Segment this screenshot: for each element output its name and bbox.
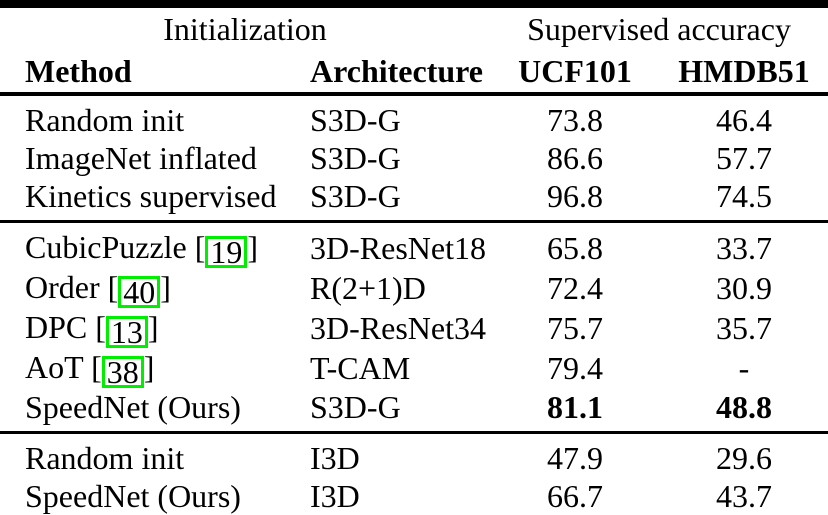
table-row: Random init S3D-G 73.8 46.4 [0,94,828,139]
table-header: Initialization Supervised accuracy Metho… [0,8,828,94]
header-group-initialization: Initialization [163,11,327,47]
column-header-method: Method [25,53,132,89]
hmdb51-value-cell: 46.4 [716,102,772,138]
method-cell: Random init [0,94,285,139]
method-cell: Kinetics supervised [0,177,285,222]
header-group-row: Initialization Supervised accuracy [0,8,828,50]
column-header-hmdb51: HMDB51 [678,53,810,89]
citation-bracket-open: [ [95,309,106,345]
architecture-cell: T-CAM [310,350,411,386]
method-cell: SpeedNet (Ours) [0,477,285,515]
architecture-cell: I3D [310,440,360,476]
table-section: Random init S3D-G 73.8 46.4 ImageNet inflate… [0,94,828,222]
ucf101-value-cell: 73.8 [547,102,603,138]
architecture-cell: 3D-ResNet18 [310,230,486,266]
hmdb51-value-cell: 30.9 [716,270,772,306]
citation-link[interactable]: 38 [101,356,144,388]
table-section: Random init I3D 47.9 29.6 SpeedNet (Ours) I3D… [0,433,828,515]
table-row: CubicPuzzle [19] 3D-ResNet18 65.8 33.7 [0,222,828,268]
table-row: DPC [13] 3D-ResNet34 75.7 35.7 [0,308,828,348]
ucf101-value-cell: 47.9 [547,440,603,476]
hmdb51-value-cell: 48.8 [716,389,772,425]
column-header-ucf101: UCF101 [518,53,632,89]
architecture-cell: I3D [310,478,360,514]
architecture-cell: S3D-G [310,102,401,138]
header-group-supervised-accuracy: Supervised accuracy [527,11,791,47]
table-row: SpeedNet (Ours) S3D-G 81.1 48.8 [0,388,828,433]
table-row: Kinetics supervised S3D-G 96.8 74.5 [0,177,828,222]
method-label: Random init [25,440,185,476]
architecture-cell: R(2+1)D [310,270,426,306]
header-columns-row: Method Architecture UCF101 HMDB51 [0,50,828,94]
table-section: CubicPuzzle [19] 3D-ResNet18 65.8 33.7 Order… [0,222,828,433]
table-row: SpeedNet (Ours) I3D 66.7 43.7 [0,477,828,515]
hmdb51-value-cell: 29.6 [716,440,772,476]
hmdb51-value-cell: - [738,350,750,386]
architecture-cell: S3D-G [310,140,401,176]
method-cell: CubicPuzzle [19] [0,222,285,268]
ucf101-value-cell: 75.7 [547,310,603,346]
method-label: AoT [25,349,84,385]
ucf101-value-cell: 79.4 [547,350,603,386]
ucf101-value-cell: 66.7 [547,478,603,514]
citation-bracket-open: [ [107,269,119,305]
citation-bracket-open: [ [194,229,206,265]
method-label: SpeedNet (Ours) [25,389,241,425]
method-cell: Random init [0,433,285,478]
method-label: Random init [25,102,185,138]
table-row: AoT [38] T-CAM 79.4 - [0,348,828,388]
citation-bracket-close: ] [147,309,159,345]
architecture-cell: S3D-G [310,389,401,425]
method-label: Kinetics supervised [25,178,277,214]
citation-link[interactable]: 19 [205,236,248,268]
hmdb51-value-cell: 35.7 [716,310,772,346]
method-label: ImageNet inflated [25,140,257,176]
ucf101-value-cell: 86.6 [547,140,603,176]
table-row: ImageNet inflated S3D-G 86.6 57.7 [0,139,828,177]
method-label: CubicPuzzle [25,229,187,265]
ucf101-value-cell: 72.4 [547,270,603,306]
ucf101-value-cell: 81.1 [547,389,603,425]
citation-bracket-close: ] [247,229,259,265]
ucf101-value-cell: 65.8 [547,230,603,266]
architecture-cell: S3D-G [310,178,401,214]
hmdb51-value-cell: 33.7 [716,230,772,266]
results-table: Initialization Supervised accuracy Metho… [0,8,828,515]
column-header-architecture: Architecture [310,53,483,89]
architecture-cell: 3D-ResNet34 [310,310,486,346]
ucf101-value-cell: 96.8 [547,178,603,214]
method-label: SpeedNet (Ours) [25,478,241,514]
table-row: Random init I3D 47.9 29.6 [0,433,828,478]
method-cell: SpeedNet (Ours) [0,388,285,433]
method-cell: ImageNet inflated [0,139,285,177]
citation-link[interactable]: 13 [105,316,148,348]
hmdb51-value-cell: 43.7 [716,478,772,514]
hmdb51-value-cell: 57.7 [716,140,772,176]
method-cell: DPC [13] [0,308,285,348]
method-cell: AoT [38] [0,348,285,388]
method-label: Order [25,269,100,305]
citation-bracket-open: [ [91,349,102,385]
method-cell: Order [40] [0,268,285,308]
citation-bracket-close: ] [143,349,155,385]
table-row: Order [40] R(2+1)D 72.4 30.9 [0,268,828,308]
citation-bracket-close: ] [160,269,171,305]
method-label: DPC [25,309,88,345]
hmdb51-value-cell: 74.5 [716,178,772,214]
citation-link[interactable]: 40 [118,276,161,308]
